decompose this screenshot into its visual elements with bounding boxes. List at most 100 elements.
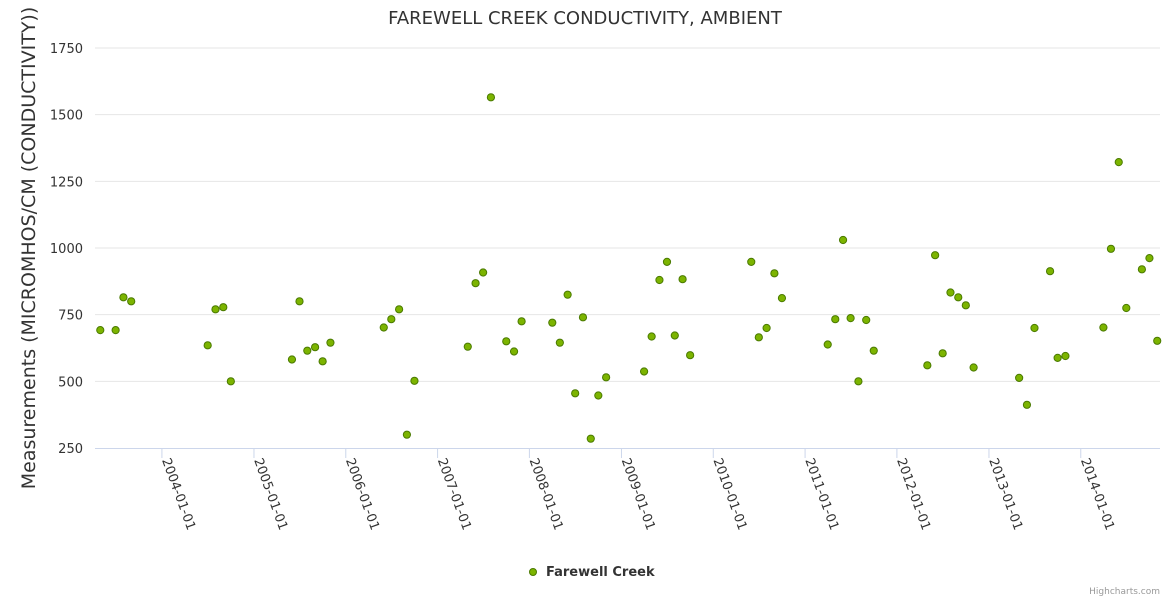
data-point[interactable] [1153, 336, 1162, 345]
x-tick-label: 2005-01-01 [250, 456, 290, 532]
data-point[interactable] [946, 288, 955, 297]
data-point[interactable] [326, 338, 335, 347]
legend[interactable]: Farewell Creek [529, 565, 655, 580]
x-tick-label: 2011-01-01 [801, 456, 841, 532]
data-point[interactable] [127, 297, 136, 306]
data-point[interactable] [586, 434, 595, 443]
data-point[interactable] [287, 355, 297, 364]
grid-lines [95, 47, 1160, 382]
data-point[interactable] [1015, 373, 1024, 382]
data-point[interactable] [831, 315, 840, 324]
data-point[interactable] [387, 315, 396, 324]
data-point[interactable] [1122, 303, 1131, 313]
data-point[interactable] [762, 323, 771, 333]
data-point[interactable] [770, 269, 779, 278]
legend-marker[interactable] [529, 568, 537, 576]
data-point[interactable] [517, 317, 526, 326]
y-tick-label: 1500 [50, 109, 83, 124]
x-axis-ticks: 2004-01-01 2005-01-01 2006-01-01 2007-01-01… [158, 448, 1117, 532]
series-farewell-creek[interactable] [96, 93, 1162, 443]
data-point[interactable] [310, 343, 320, 352]
data-point[interactable] [1030, 323, 1039, 333]
y-tick-label: 250 [58, 442, 83, 457]
data-point[interactable] [1114, 158, 1123, 167]
data-point[interactable] [502, 337, 511, 346]
data-point[interactable] [111, 326, 120, 335]
data-point[interactable] [318, 357, 327, 366]
x-tick-label: 2004-01-01 [158, 456, 198, 532]
data-point[interactable] [1145, 254, 1154, 263]
data-point[interactable] [395, 305, 404, 314]
data-point[interactable] [823, 340, 832, 349]
x-tick-label: 2010-01-01 [710, 456, 750, 532]
x-tick-label: 2012-01-01 [893, 456, 933, 532]
data-point[interactable] [509, 347, 519, 356]
data-point[interactable] [854, 377, 863, 386]
data-point[interactable] [938, 349, 947, 358]
y-tick-label: 1250 [50, 175, 83, 190]
data-point[interactable] [923, 361, 932, 370]
data-point[interactable] [219, 303, 228, 312]
data-point[interactable] [303, 346, 312, 355]
data-point[interactable] [640, 367, 649, 376]
x-tick-label: 2009-01-01 [618, 456, 658, 532]
chart-title: FAREWELL CREEK CONDUCTIVITY, AMBIENT [388, 8, 783, 29]
x-tick-label: 2007-01-01 [434, 456, 474, 532]
data-point[interactable] [647, 332, 656, 341]
data-point[interactable] [226, 377, 235, 386]
y-axis-label: Measurements (MICROMHOS/CM (CONDUCTIVITY… [18, 7, 40, 490]
data-point[interactable] [96, 326, 105, 335]
data-point[interactable] [471, 279, 480, 288]
data-point[interactable] [655, 275, 664, 285]
data-point[interactable] [969, 363, 978, 372]
data-point[interactable] [548, 318, 557, 327]
data-point[interactable] [1022, 400, 1032, 409]
data-point[interactable] [678, 275, 687, 284]
y-tick-label: 500 [58, 375, 83, 390]
x-tick-label: 2008-01-01 [526, 456, 566, 532]
data-point[interactable] [211, 305, 220, 314]
data-point[interactable] [686, 351, 695, 360]
data-point[interactable] [961, 301, 970, 310]
data-point[interactable] [578, 313, 588, 322]
data-point[interactable] [954, 293, 963, 302]
data-point[interactable] [602, 373, 611, 382]
x-tick-label: 2006-01-01 [342, 456, 382, 532]
data-point[interactable] [594, 391, 603, 400]
y-tick-label: 750 [58, 309, 83, 324]
data-point[interactable] [463, 342, 472, 351]
data-point[interactable] [486, 93, 496, 102]
data-point[interactable] [1137, 265, 1146, 274]
data-point[interactable] [662, 257, 672, 266]
y-axis-ticks: 250 500 750 1000 1250 1500 1750 [50, 42, 83, 457]
data-point[interactable] [931, 251, 940, 260]
data-point[interactable] [1053, 353, 1062, 362]
legend-label[interactable]: Farewell Creek [546, 565, 655, 580]
data-point[interactable] [862, 315, 871, 325]
data-point[interactable] [563, 290, 572, 299]
data-point[interactable] [1106, 244, 1116, 253]
data-point[interactable] [777, 294, 787, 303]
data-point[interactable] [754, 333, 763, 342]
data-point[interactable] [402, 430, 412, 439]
data-point[interactable] [555, 338, 564, 347]
data-point[interactable] [1045, 267, 1055, 276]
data-point[interactable] [747, 257, 756, 266]
data-point[interactable] [1099, 323, 1108, 332]
credits-link[interactable]: Highcharts.com [1089, 587, 1160, 597]
data-point[interactable] [670, 331, 679, 340]
data-point[interactable] [571, 389, 580, 398]
data-point[interactable] [1061, 351, 1070, 361]
data-point[interactable] [846, 314, 855, 323]
data-point[interactable] [838, 235, 848, 245]
data-point[interactable] [295, 297, 304, 306]
data-point[interactable] [119, 293, 128, 302]
data-point[interactable] [869, 346, 878, 355]
y-tick-label: 1750 [50, 42, 83, 57]
data-point[interactable] [203, 341, 212, 350]
data-point[interactable] [410, 376, 419, 385]
data-point[interactable] [479, 268, 488, 277]
data-point[interactable] [379, 323, 388, 332]
y-tick-label: 1000 [50, 242, 83, 257]
